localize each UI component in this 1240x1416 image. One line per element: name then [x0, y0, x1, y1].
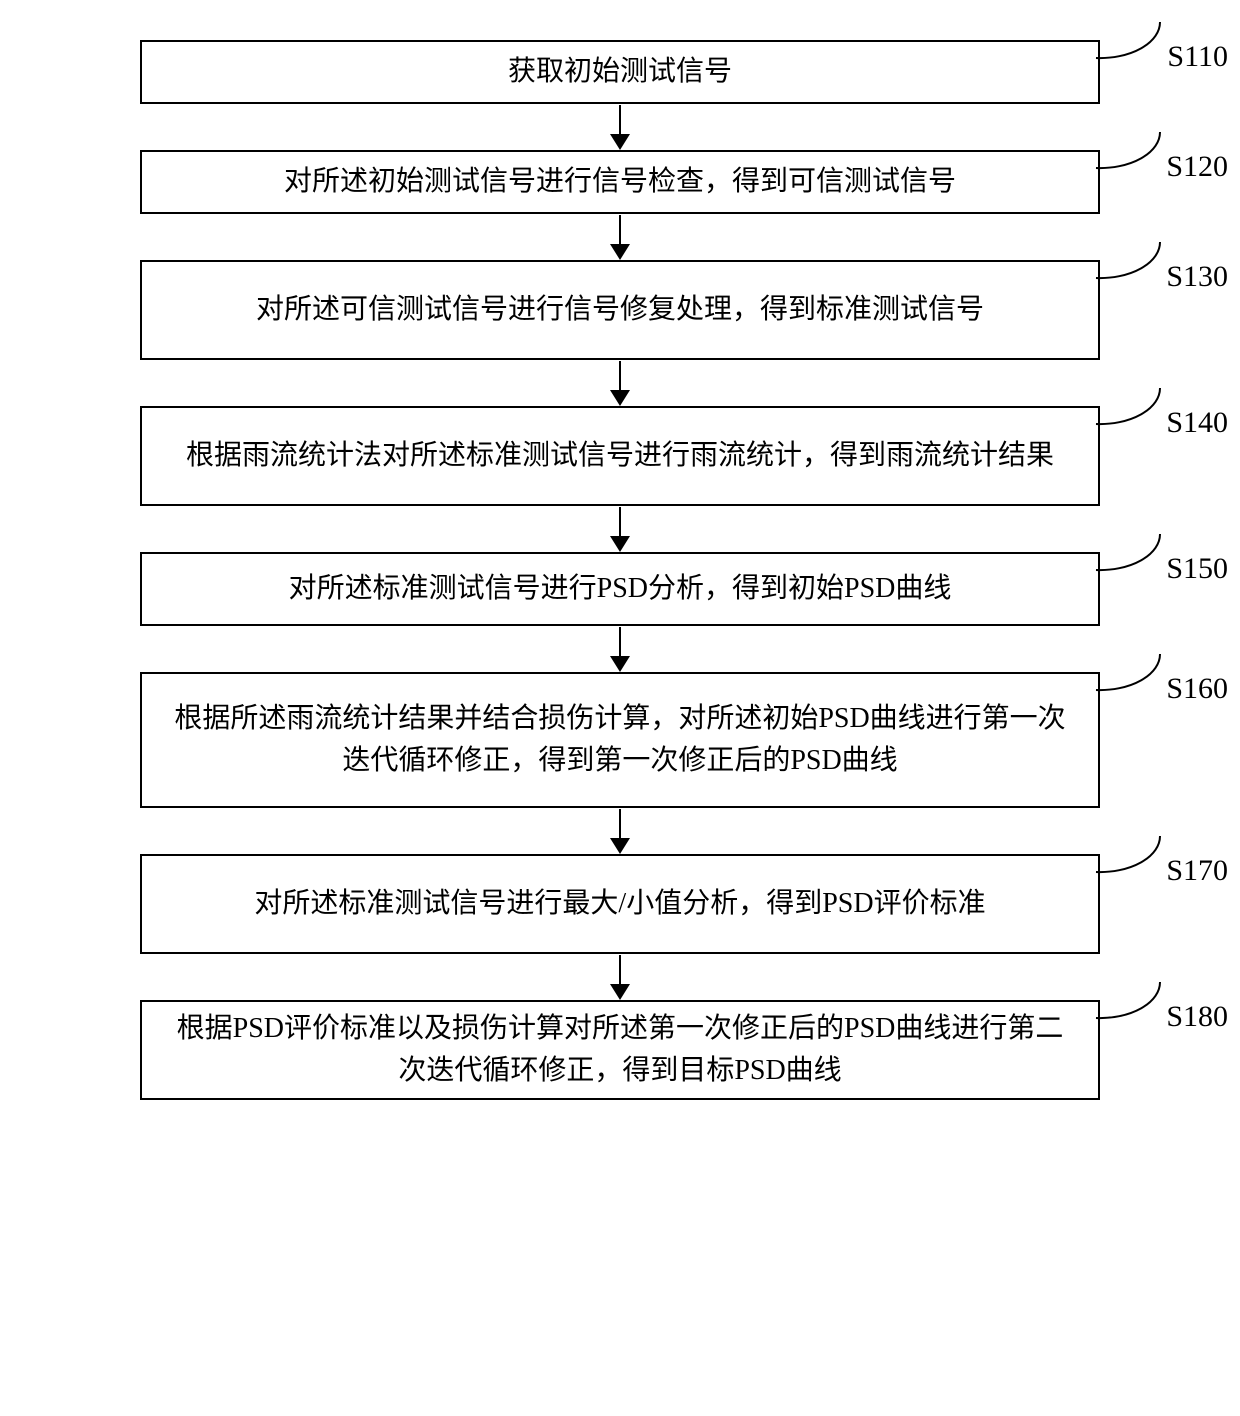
step-box-s170: 对所述标准测试信号进行最大/小值分析，得到PSD评价标准S170	[140, 854, 1100, 954]
arrow-shaft	[619, 361, 621, 391]
arrow-down-icon	[70, 360, 1170, 406]
step-text: 根据PSD评价标准以及损伤计算对所述第一次修正后的PSD曲线进行第二次迭代循环修…	[166, 1008, 1074, 1092]
step-box-s160: 根据所述雨流统计结果并结合损伤计算，对所述初始PSD曲线进行第一次迭代循环修正，…	[140, 672, 1100, 808]
step-row: 根据PSD评价标准以及损伤计算对所述第一次修正后的PSD曲线进行第二次迭代循环修…	[70, 1000, 1170, 1100]
step-box-s140: 根据雨流统计法对所述标准测试信号进行雨流统计，得到雨流统计结果S140	[140, 406, 1100, 506]
step-row: 获取初始测试信号S110	[70, 40, 1170, 104]
step-text: 根据所述雨流统计结果并结合损伤计算，对所述初始PSD曲线进行第一次迭代循环修正，…	[166, 698, 1074, 782]
arrow-head-icon	[610, 134, 630, 150]
step-label: S180	[1166, 994, 1228, 1039]
step-label: S140	[1166, 400, 1228, 445]
arrow-head-icon	[610, 390, 630, 406]
step-label: S150	[1166, 546, 1228, 591]
step-label: S170	[1166, 848, 1228, 893]
step-row: 对所述可信测试信号进行信号修复处理，得到标准测试信号S130	[70, 260, 1170, 360]
step-row: 根据雨流统计法对所述标准测试信号进行雨流统计，得到雨流统计结果S140	[70, 406, 1170, 506]
arrow-head-icon	[610, 656, 630, 672]
arrow-shaft	[619, 105, 621, 135]
arrow-shaft	[619, 955, 621, 985]
arrow-head-icon	[610, 838, 630, 854]
step-box-s110: 获取初始测试信号S110	[140, 40, 1100, 104]
arrow-head-icon	[610, 536, 630, 552]
step-row: 根据所述雨流统计结果并结合损伤计算，对所述初始PSD曲线进行第一次迭代循环修正，…	[70, 672, 1170, 808]
step-box-s180: 根据PSD评价标准以及损伤计算对所述第一次修正后的PSD曲线进行第二次迭代循环修…	[140, 1000, 1100, 1100]
arrow-head-icon	[610, 984, 630, 1000]
arrow-down-icon	[70, 808, 1170, 854]
step-row: 对所述标准测试信号进行最大/小值分析，得到PSD评价标准S170	[70, 854, 1170, 954]
flowchart-container: 获取初始测试信号S110 对所述初始测试信号进行信号检查，得到可信测试信号S120…	[70, 40, 1170, 1100]
arrow-shaft	[619, 215, 621, 245]
arrow-shaft	[619, 507, 621, 537]
arrow-head-icon	[610, 244, 630, 260]
step-box-s150: 对所述标准测试信号进行PSD分析，得到初始PSD曲线S150	[140, 552, 1100, 626]
step-box-s120: 对所述初始测试信号进行信号检查，得到可信测试信号S120	[140, 150, 1100, 214]
arrow-shaft	[619, 809, 621, 839]
step-text: 对所述初始测试信号进行信号检查，得到可信测试信号	[284, 161, 956, 203]
step-label: S120	[1166, 144, 1228, 189]
step-text: 根据雨流统计法对所述标准测试信号进行雨流统计，得到雨流统计结果	[186, 435, 1054, 477]
callout-curve	[1094, 20, 1164, 60]
arrow-down-icon	[70, 506, 1170, 552]
arrow-down-icon	[70, 214, 1170, 260]
step-row: 对所述标准测试信号进行PSD分析，得到初始PSD曲线S150	[70, 552, 1170, 626]
step-label: S160	[1166, 666, 1228, 711]
step-row: 对所述初始测试信号进行信号检查，得到可信测试信号S120	[70, 150, 1170, 214]
arrow-down-icon	[70, 104, 1170, 150]
arrow-down-icon	[70, 954, 1170, 1000]
step-text: 对所述标准测试信号进行最大/小值分析，得到PSD评价标准	[254, 883, 985, 925]
arrow-shaft	[619, 627, 621, 657]
step-label: S110	[1167, 34, 1228, 79]
step-text: 对所述标准测试信号进行PSD分析，得到初始PSD曲线	[289, 568, 952, 610]
step-text: 对所述可信测试信号进行信号修复处理，得到标准测试信号	[256, 289, 984, 331]
step-text: 获取初始测试信号	[508, 51, 732, 93]
arrow-down-icon	[70, 626, 1170, 672]
step-label: S130	[1166, 254, 1228, 299]
step-box-s130: 对所述可信测试信号进行信号修复处理，得到标准测试信号S130	[140, 260, 1100, 360]
